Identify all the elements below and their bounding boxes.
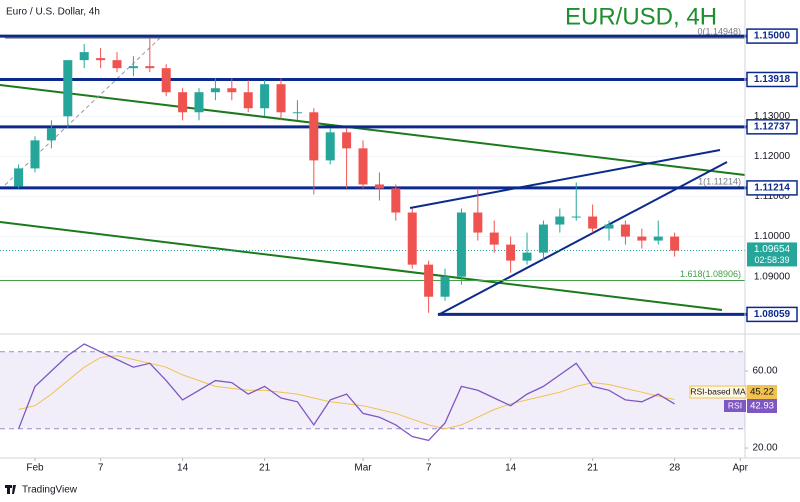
candle-body: [489, 232, 499, 245]
candle-body: [424, 264, 434, 297]
x-tick-label: 14: [505, 463, 517, 474]
plot: 1.09000 1.10000 1.11000 1.12000 1.13000 0(1.1…: [0, 0, 800, 474]
candle-body: [128, 66, 138, 69]
candle-body: [588, 216, 598, 229]
level-label: 1.12737: [754, 121, 791, 132]
x-tick-label: Feb: [26, 463, 44, 474]
candle-body: [210, 88, 220, 93]
last-price-label: 1.09654: [754, 244, 791, 255]
candle-body: [243, 92, 253, 109]
level-label: 1.13918: [754, 74, 791, 85]
watermark: TradingView: [22, 485, 78, 496]
candle-body: [96, 58, 106, 61]
level-box: [746, 119, 798, 135]
y-tick-label: 60.00: [752, 366, 777, 377]
x-tick-label: 7: [426, 463, 432, 474]
candle-body: [14, 168, 24, 187]
candle-body: [440, 276, 450, 297]
candle-body: [292, 112, 302, 114]
candle-body: [538, 224, 548, 253]
candle-body: [194, 92, 204, 113]
x-tick-label: 21: [587, 463, 599, 474]
level-label: 1.08059: [754, 309, 791, 320]
candle-body: [161, 68, 171, 93]
candle-body: [260, 84, 270, 109]
rsi-line: [18, 355, 675, 430]
legend-entry: RSI: [728, 400, 742, 410]
candle-body: [407, 212, 417, 265]
x-tick-label: 14: [177, 463, 189, 474]
countdown: 02:58:39: [754, 255, 789, 265]
level-label: 1.15000: [754, 31, 791, 42]
candle-body: [63, 60, 73, 117]
legend-entry: RSI-based MA: [690, 386, 746, 396]
fib-label: 0(1.14948): [697, 27, 741, 37]
y-tick-label: 20.00: [752, 443, 777, 454]
rsi-value-label: 42.93: [750, 401, 774, 412]
rsi-name-box: [724, 400, 746, 412]
candle-body: [473, 212, 483, 233]
candle-body: [506, 244, 516, 261]
fib-label: 1.618(1.08906): [680, 269, 741, 279]
candle-body: [522, 252, 532, 261]
level-box: [746, 28, 798, 44]
candle-body: [342, 132, 352, 149]
candle-body: [325, 132, 335, 161]
ma-value-box: [747, 385, 777, 399]
candle-body: [30, 140, 40, 169]
logo: [5, 485, 16, 494]
x-tick-label: Apr: [732, 463, 748, 474]
fib-label: 1(1.11214): [698, 176, 741, 186]
candle-body: [309, 112, 319, 161]
level-label: 1.11214: [754, 183, 790, 194]
candle-body: [178, 92, 188, 113]
chart-title: Euro / U.S. Dollar, 4h: [6, 7, 100, 18]
trend-line: [0, 84, 746, 176]
y-tick-label: 1.13000: [754, 111, 791, 122]
y-tick-label: 1.11000: [754, 191, 790, 202]
ma-name-box: [689, 385, 747, 399]
candle-body: [374, 184, 384, 189]
x-tick-label: 28: [669, 463, 681, 474]
y-tick-label: 1.09000: [754, 271, 791, 282]
candle-body: [571, 216, 581, 218]
annotation: EUR/USD, 4H: [565, 3, 717, 30]
rsi-line: [17, 343, 675, 442]
candle-body: [620, 224, 630, 237]
candle-body: [670, 236, 680, 251]
candle-body: [391, 188, 401, 213]
trend-line: [0, 221, 723, 311]
candle-body: [227, 88, 237, 93]
candle-body: [637, 236, 647, 241]
trend-line: [409, 149, 721, 209]
candle-body: [145, 66, 155, 69]
candle-body: [555, 216, 565, 225]
candle-body: [653, 236, 663, 241]
level-box: [746, 306, 798, 323]
y-tick-label: 1.10000: [754, 231, 791, 242]
level-box: [746, 180, 798, 196]
candle-body: [79, 52, 89, 61]
x-tick-label: 7: [98, 463, 104, 474]
candle-body: [276, 84, 286, 113]
last-price-box: [747, 242, 797, 267]
x-tick-label: 21: [259, 463, 271, 474]
x-tick-label: Mar: [354, 463, 372, 474]
ma-value-label: 45.22: [750, 387, 774, 398]
candle-body: [358, 148, 368, 185]
candle-body: [456, 212, 466, 277]
y-tick-label: 1.12000: [754, 151, 791, 162]
rsi-value-box: [747, 399, 777, 413]
level-box: [746, 71, 798, 88]
candle-body: [604, 224, 614, 229]
candle-body: [46, 128, 56, 141]
candle-body: [112, 60, 122, 69]
